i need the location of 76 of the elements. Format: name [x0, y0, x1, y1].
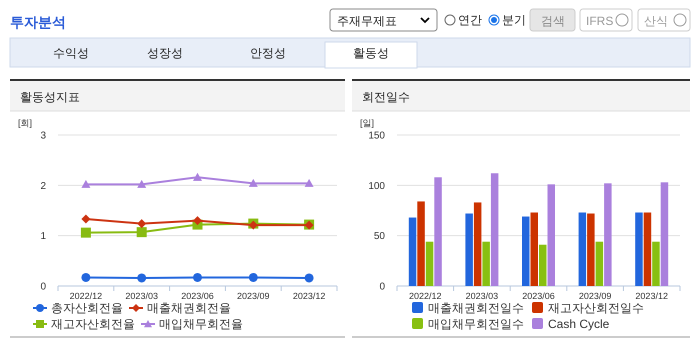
point — [136, 227, 147, 238]
text: 투자분석 — [10, 14, 66, 30]
x-tick-label: 2023/09 — [578, 291, 612, 301]
bar — [548, 184, 555, 286]
y-tick-label: 0 — [379, 282, 386, 292]
legend-label: 재고자산회전율 — [51, 317, 135, 331]
text: 분기 — [502, 13, 526, 27]
x-tick-label: 2023/09 — [237, 291, 270, 301]
bar — [434, 177, 442, 286]
point — [304, 273, 314, 282]
bar — [635, 212, 643, 286]
point — [81, 214, 90, 224]
point — [81, 180, 90, 188]
x-tick-label: 2023/06 — [522, 291, 555, 301]
legend-label: 매입채무회전일수 — [428, 317, 524, 331]
point — [80, 228, 91, 238]
point — [81, 272, 90, 282]
x-tick-label: 2023/12 — [292, 291, 326, 301]
text: 연간 — [458, 13, 482, 27]
bar — [417, 201, 425, 286]
y-tick-label: 3 — [40, 130, 46, 142]
text: IFRS — [586, 14, 614, 28]
legend-label: 재고자산회전일수 — [548, 301, 644, 315]
point — [137, 273, 146, 282]
y-tick-label: 0 — [40, 282, 46, 292]
bar — [530, 212, 538, 286]
y-tick-label: 150 — [368, 130, 386, 142]
point — [304, 178, 314, 187]
point — [248, 178, 258, 187]
bar — [426, 242, 434, 286]
bar — [660, 182, 668, 286]
y-tick-label: 100 — [368, 180, 386, 192]
point — [193, 216, 202, 226]
x-tick-label: 2023/03 — [466, 291, 498, 301]
bar — [587, 214, 595, 286]
bar — [465, 214, 473, 286]
x-tick-label: 2023/03 — [125, 291, 158, 301]
bar — [522, 216, 530, 286]
y-axis-title: [일] — [360, 118, 374, 128]
y-tick-label: 2 — [40, 180, 46, 192]
text: 안정성 — [250, 46, 286, 60]
y-tick-label: 1 — [40, 231, 46, 242]
bar — [408, 218, 416, 286]
point — [193, 172, 202, 181]
y-axis-title: [회] — [18, 118, 32, 128]
point — [137, 180, 146, 188]
legend-label: 매입채무회전율 — [159, 317, 243, 331]
bar — [652, 242, 660, 286]
text: 성장성 — [147, 46, 183, 60]
text: 검색 — [541, 14, 565, 28]
bar — [539, 244, 546, 286]
legend-label: 총자산회전율 — [51, 301, 123, 315]
bar — [578, 212, 586, 286]
point — [248, 272, 258, 282]
text: 산식 — [644, 14, 668, 28]
x-tick-label: 2023/06 — [181, 291, 214, 301]
y-tick-label: 50 — [374, 231, 386, 242]
text: 주재무제표 — [337, 14, 397, 28]
bar — [604, 183, 612, 286]
legend-label: 매출채권회전율 — [147, 301, 231, 315]
x-tick-label: 2022/12 — [409, 291, 442, 301]
chart-title: 회전일수 — [362, 90, 410, 104]
text: 수익성 — [53, 46, 89, 60]
x-tick-label: 2023/12 — [635, 291, 668, 301]
text: 활동성 — [353, 46, 389, 60]
bar — [644, 212, 652, 286]
chart-title: 활동성지표 — [20, 90, 80, 104]
legend-label: Cash Cycle — [548, 317, 610, 331]
point — [137, 219, 146, 228]
x-tick-label: 2022/12 — [70, 291, 102, 301]
legend-label: 매출채권회전일수 — [428, 301, 524, 315]
point — [193, 272, 202, 282]
bar — [596, 242, 604, 286]
bar — [490, 173, 498, 286]
bar — [482, 242, 490, 286]
bar — [474, 202, 482, 286]
